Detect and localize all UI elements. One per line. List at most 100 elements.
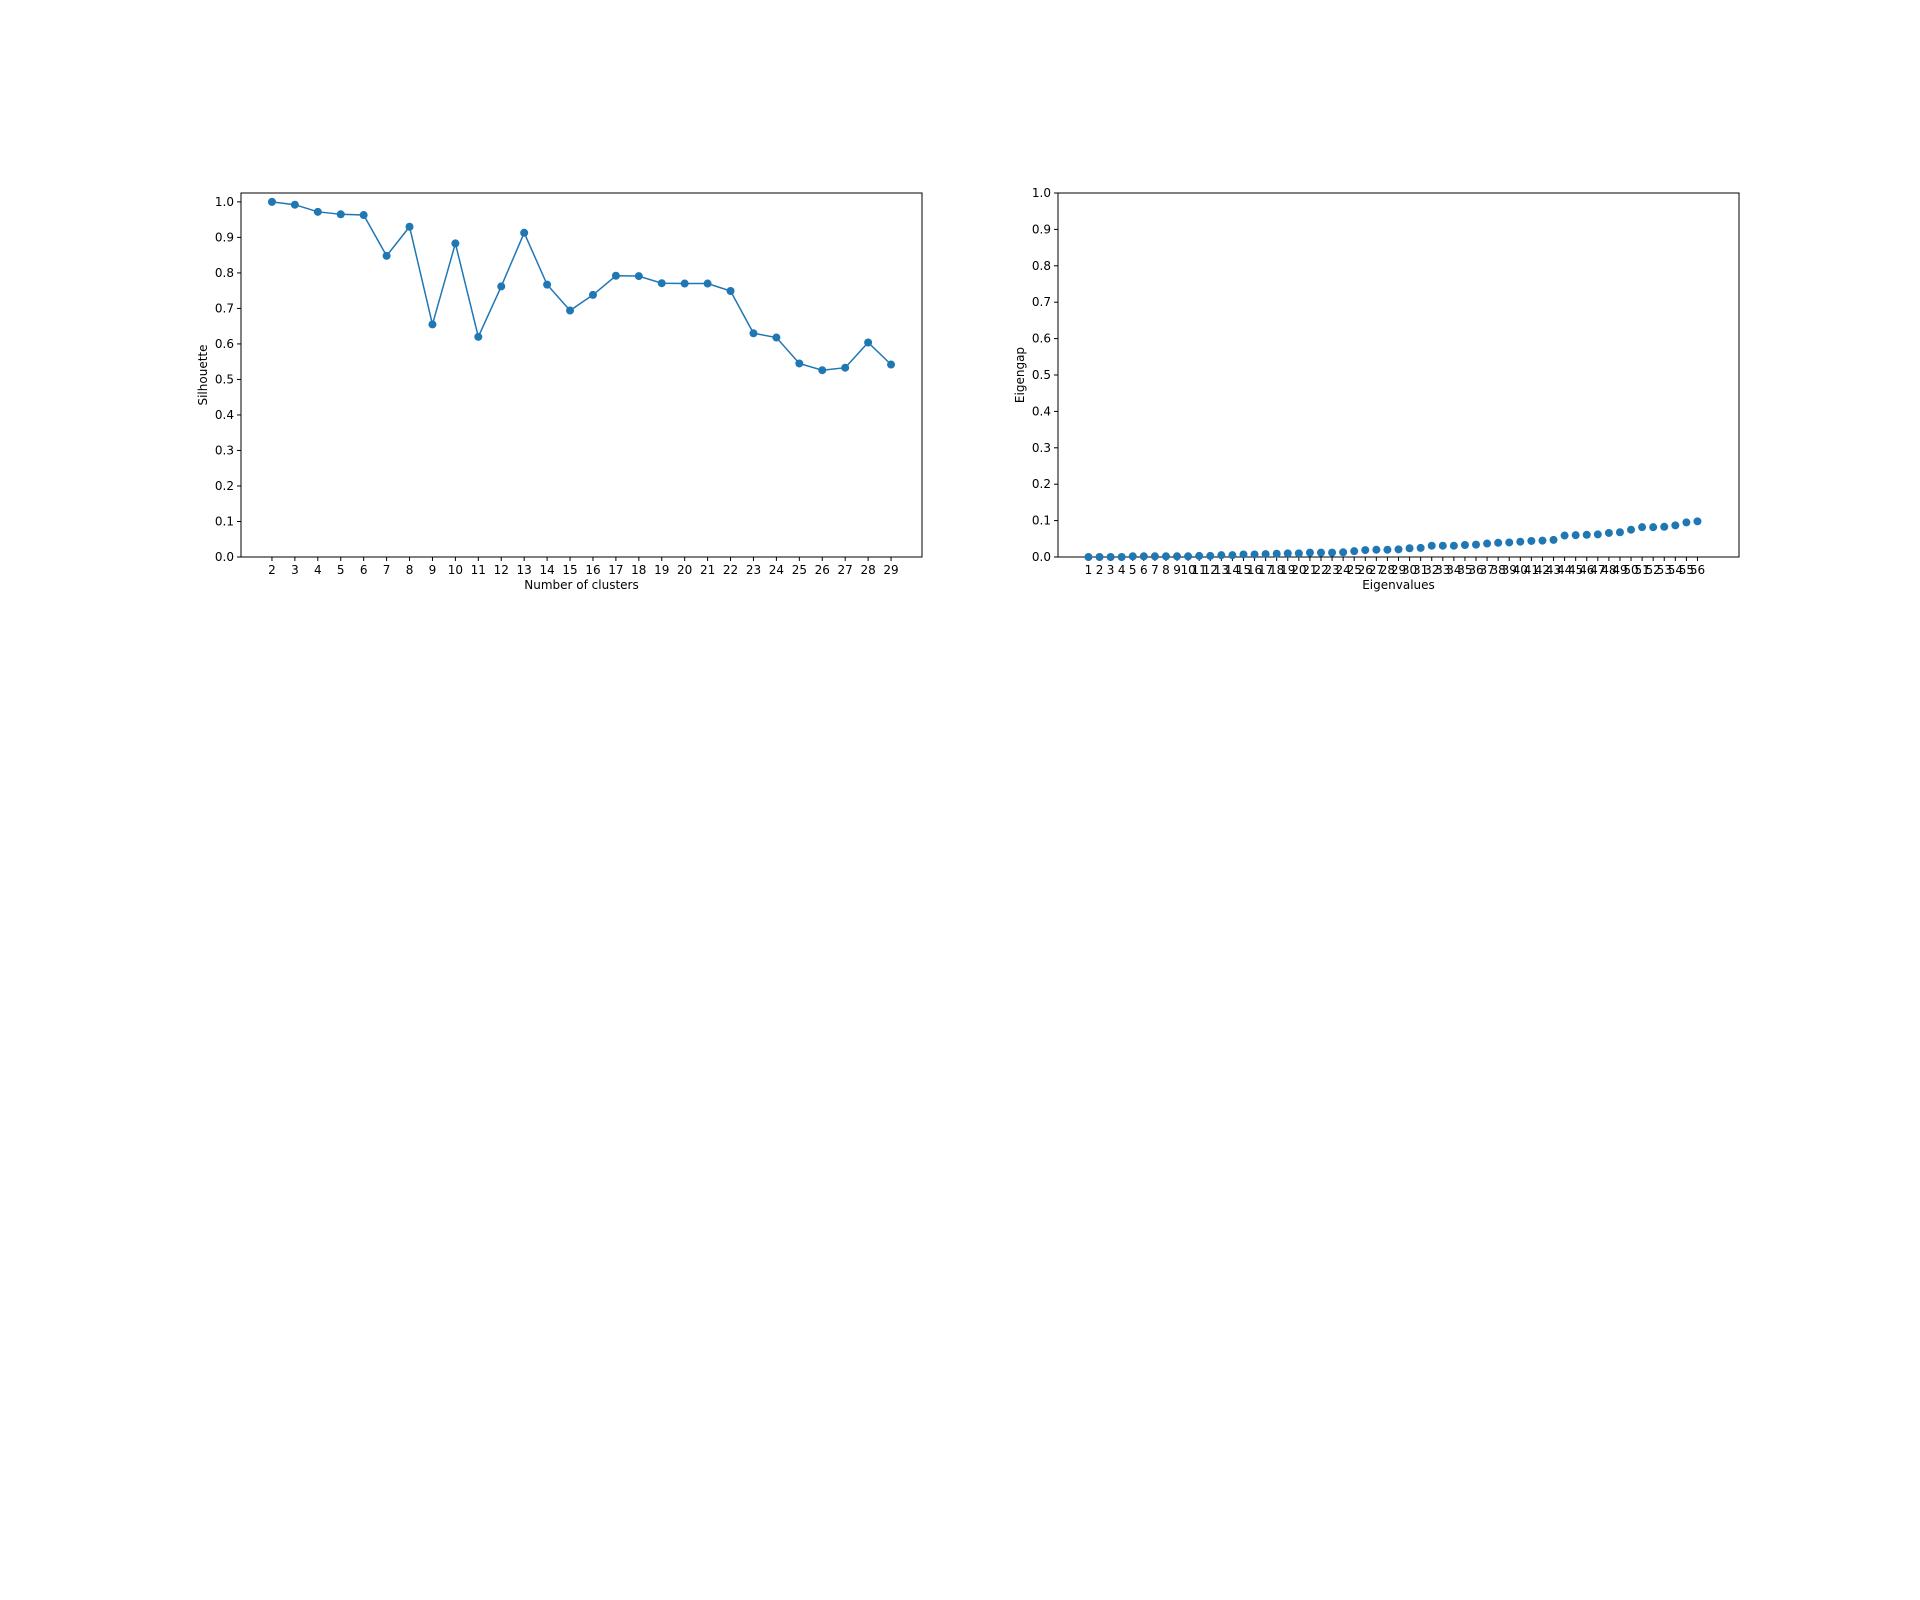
chart1-xtick-label: 53 [1657, 563, 1672, 577]
chart1-data-point [1173, 552, 1182, 561]
chart1-ytick-label: 0.6 [1032, 332, 1051, 346]
chart1-ytick-label: 0.0 [1032, 550, 1051, 564]
chart1-data-point [1571, 531, 1580, 540]
chart0-xtick-label: 23 [746, 563, 761, 577]
chart1-data-point [1682, 518, 1691, 527]
silhouette-chart: 0.00.10.20.30.40.50.60.70.80.91.02 3 4 5 6 7 8… [196, 192, 923, 592]
chart1-data-point [1649, 523, 1658, 532]
chart1-data-point [1416, 543, 1425, 552]
chart0-xtick-label: 16 [585, 563, 600, 577]
chart0-ytick-label: 0.7 [215, 301, 234, 315]
chart1-data-point [1394, 545, 1403, 554]
chart0-data-point [818, 366, 827, 375]
chart0-data-point [382, 251, 391, 260]
chart1-xtick-label: 48 [1601, 563, 1616, 577]
chart0-xtick-label: 7 [383, 563, 391, 577]
chart1-ytick-label: 0.4 [1032, 404, 1051, 418]
chart0-xtick-label: 3 [291, 563, 299, 577]
chart0-data-point [749, 329, 758, 338]
chart1-xtick-label: 51 [1634, 563, 1649, 577]
chart1-xtick-label: 9 [1173, 563, 1181, 577]
chart0-data-point [313, 207, 322, 216]
chart1-xtick-label: 21 [1302, 563, 1317, 577]
chart1-data-point [1228, 551, 1237, 560]
chart1-xtick-label: 11 [1192, 563, 1207, 577]
chart1-data-point [1161, 552, 1170, 561]
chart0-xtick-label: 6 [360, 563, 368, 577]
chart1-data-point [1560, 531, 1569, 540]
chart1-xtick-label: 12 [1203, 563, 1218, 577]
chart1-xtick-label: 25 [1347, 563, 1362, 577]
chart0-data-point [290, 200, 299, 209]
chart1-data-point [1139, 552, 1148, 561]
chart0-xtick-label: 27 [838, 563, 853, 577]
chart1-data-point [1472, 540, 1481, 549]
chart0-data-point [359, 211, 368, 220]
chart0-axes-frame [240, 192, 923, 558]
chart1-xtick-label: 37 [1479, 563, 1494, 577]
chart1-data-point [1505, 538, 1514, 547]
chart1-data-point [1283, 549, 1292, 558]
chart1-xtick-label: 24 [1335, 563, 1350, 577]
chart0-xtick-label: 9 [429, 563, 437, 577]
chart1-xtick-label: 46 [1579, 563, 1594, 577]
chart1-xtick-label: 14 [1225, 563, 1240, 577]
chart0-data-point [864, 338, 873, 347]
chart0-data-point [543, 280, 552, 289]
chart1-xtick-label: 50 [1623, 563, 1638, 577]
chart1-ytick-label: 0.7 [1032, 295, 1051, 309]
chart1-xtick-label: 44 [1557, 563, 1572, 577]
chart1-data-point [1516, 537, 1525, 546]
chart1-data-point [1084, 553, 1093, 561]
chart1-data-point [1217, 551, 1226, 560]
chart1-xtick-label: 22 [1313, 563, 1328, 577]
chart1-data-point [1494, 538, 1503, 547]
chart1-xtick-label: 33 [1435, 563, 1450, 577]
chart1-data-point [1671, 521, 1680, 530]
chart1-xtick-label: 31 [1413, 563, 1428, 577]
chart1-data-point [1660, 522, 1669, 531]
chart1-data-point [1405, 544, 1414, 553]
chart0-ytick-label: 0.5 [215, 372, 234, 386]
chart1-data-point [1106, 553, 1115, 561]
chart1-data-point [1239, 550, 1248, 559]
chart1-xtick-label: 5 [1129, 563, 1137, 577]
chart0-data-point [336, 210, 345, 219]
chart1-xtick-label: 20 [1291, 563, 1306, 577]
chart1-xtick-label: 16 [1247, 563, 1262, 577]
chart0-ytick-label: 0.1 [215, 514, 234, 528]
chart0-data-point [680, 279, 689, 288]
chart0-xtick-label: 8 [406, 563, 414, 577]
chart1-xtick-label: 10 [1180, 563, 1195, 577]
chart0-data-point [566, 306, 575, 315]
chart1-xtick-label: 39 [1502, 563, 1517, 577]
chart1-ytick-label: 0.2 [1032, 477, 1051, 491]
chart0-ytick-label: 0.6 [215, 337, 234, 351]
chart1-data-point [1184, 552, 1193, 561]
chart0-data-point [520, 228, 529, 237]
chart1-xtick-label: 34 [1446, 563, 1461, 577]
chart1-xtick-label: 28 [1380, 563, 1395, 577]
chart1-xtick-label: 47 [1590, 563, 1605, 577]
chart0-data-point [726, 287, 735, 296]
chart1-xtick-label: 27 [1369, 563, 1384, 577]
chart0-data-point [611, 271, 620, 280]
chart1-data-point [1383, 545, 1392, 554]
chart1-data-point [1128, 552, 1137, 561]
chart1-xlabel: Eigenvalues [1362, 578, 1435, 592]
chart0-data-point [703, 279, 712, 288]
chart1-xtick-label: 26 [1358, 563, 1373, 577]
chart0-ytick-label: 0.0 [215, 550, 234, 564]
chart1-data-point [1582, 530, 1591, 539]
chart1-xtick-label: 6 [1140, 563, 1148, 577]
chart1-data-point [1195, 551, 1204, 560]
chart1-xtick-label: 2 [1096, 563, 1104, 577]
chart1-ytick-label: 0.8 [1032, 259, 1051, 273]
chart1-ytick-label: 0.1 [1032, 514, 1051, 528]
chart0-xtick-label: 10 [448, 563, 463, 577]
chart0-xtick-label: 25 [792, 563, 807, 577]
chart1-xtick-label: 1 [1085, 563, 1093, 577]
chart1-data-point [1460, 540, 1469, 549]
chart0-data-point [588, 290, 597, 299]
chart0-data-point [267, 197, 276, 206]
